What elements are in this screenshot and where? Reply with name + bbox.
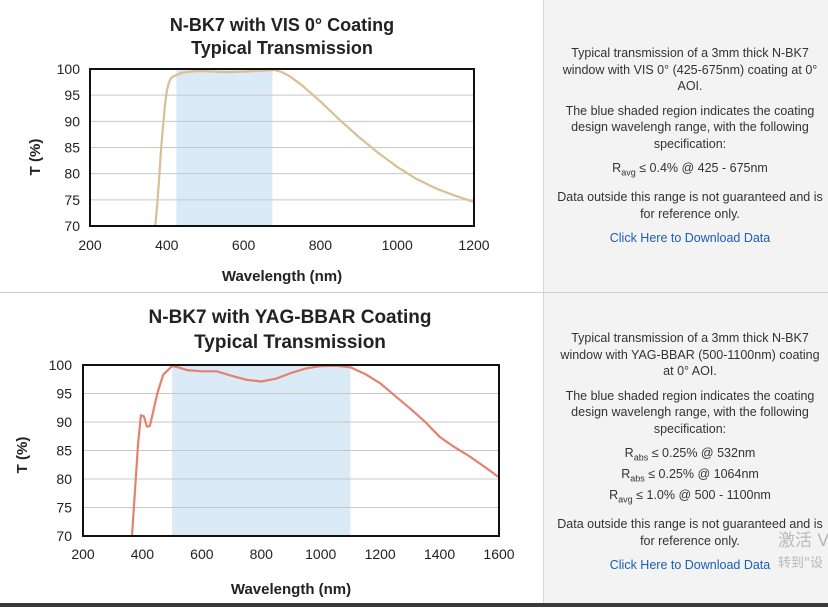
x-tick-label: 1600 (483, 546, 514, 562)
spec-value: ≤ 0.4% @ 425 - 675nm (639, 161, 768, 175)
spec-subscript: abs (633, 452, 649, 463)
chart-subtitle: Typical Transmission (191, 38, 373, 58)
y-tick-label: 100 (57, 61, 81, 77)
chart-title: N-BK7 with YAG-BBAR Coating (149, 307, 432, 328)
y-tick-label: 75 (64, 192, 80, 208)
spec-line: Ravg ≤ 0.4% @ 425 - 675nm (612, 161, 768, 178)
transmission-curve (154, 68, 475, 227)
os-activation-watermark: 转到"设 (778, 556, 823, 571)
spec-symbol: R (612, 161, 622, 175)
x-tick-label: 400 (155, 237, 179, 253)
description-paragraph: Typical transmission of a 3mm thick N-BK… (562, 46, 818, 93)
os-activation-watermark: 激活 V (778, 531, 828, 551)
transmission-curve (130, 364, 500, 537)
transmission-chart-vis0: N-BK7 with VIS 0° Coating Typical Transmi… (27, 15, 490, 285)
spec-subscript: abs (630, 473, 645, 484)
chart-cell: N-BK7 with YAG-BBAR Coating Typical Trans… (0, 293, 543, 605)
plot-frame (82, 364, 500, 537)
spec-subscript: avg (621, 167, 636, 178)
product-row-vis0: N-BK7 with VIS 0° Coating Typical Transmi… (0, 0, 828, 293)
x-tick-label: 800 (250, 546, 274, 562)
x-tick-label: 1200 (365, 546, 396, 562)
disclaimer-text: Data outside this range is not guarantee… (557, 517, 823, 548)
description-paragraph: The blue shaded region indicates the coa… (565, 388, 815, 436)
product-row-yag-bbar: N-BK7 with YAG-BBAR Coating Typical Trans… (0, 293, 828, 606)
x-tick-label: 600 (190, 546, 214, 562)
y-tick-label: 70 (64, 218, 80, 234)
x-tick-label: 1000 (305, 546, 336, 562)
spec-line: Rabs ≤ 0.25% @ 1064nm (621, 467, 759, 484)
chart-cell: N-BK7 with VIS 0° Coating Typical Transmi… (0, 0, 543, 292)
x-tick-label: 1000 (382, 237, 413, 253)
x-tick-label: 800 (309, 237, 333, 253)
spec-symbol: R (609, 488, 619, 502)
x-tick-label: 200 (78, 237, 102, 253)
chart-title: N-BK7 with VIS 0° Coating (170, 15, 394, 35)
x-tick-label: 200 (71, 546, 95, 562)
spec-symbol: R (621, 467, 631, 481)
description-cell: Typical transmission of a 3mm thick N-BK… (543, 293, 828, 605)
chart-group: N-BK7 with VIS 0° Coating Typical Transmi… (27, 15, 490, 285)
y-tick-label: 80 (64, 166, 80, 182)
disclaimer-text: Data outside this range is not guarantee… (557, 190, 823, 221)
spec-value: ≤ 1.0% @ 500 - 1100nm (636, 488, 771, 502)
y-tick-label: 70 (56, 528, 72, 544)
y-tick-label: 75 (56, 500, 72, 516)
y-tick-label: 90 (64, 113, 80, 129)
description-text: Typical transmission of a 3mm thick N-BK… (554, 330, 826, 582)
spec-line: Rabs ≤ 0.25% @ 532nm (624, 446, 756, 463)
spec-symbol: R (624, 446, 634, 460)
spec-list: Ravg ≤ 0.4% @ 425 - 675nm (554, 160, 826, 181)
y-tick-label: 85 (64, 140, 80, 156)
spec-list: Rabs ≤ 0.25% @ 532nm Rabs ≤ 0.25% @ 1064… (554, 445, 826, 508)
x-tick-label: 600 (232, 237, 256, 253)
spec-value: ≤ 0.25% @ 532nm (651, 446, 756, 460)
bottom-border (0, 603, 828, 607)
download-data-link[interactable]: Click Here to Download Data (609, 231, 771, 245)
description-paragraph: The blue shaded region indicates the coa… (565, 103, 815, 151)
description-text: Typical transmission of a 3mm thick N-BK… (554, 45, 826, 255)
x-tick-label: 1200 (458, 237, 489, 253)
spec-subscript: avg (618, 494, 633, 505)
transmission-chart-yag-bbar: N-BK7 with YAG-BBAR Coating Typical Trans… (14, 307, 515, 598)
y-tick-label: 100 (49, 357, 73, 373)
y-tick-label: 80 (56, 471, 72, 487)
plot-frame (89, 68, 475, 227)
spec-value: ≤ 0.25% @ 1064nm (648, 467, 759, 481)
y-axis-label: T (%) (14, 437, 31, 474)
description-paragraph: Typical transmission of a 3mm thick N-BK… (560, 331, 820, 378)
y-tick-label: 90 (56, 414, 72, 430)
spec-line: Ravg ≤ 1.0% @ 500 - 1100nm (609, 488, 771, 505)
y-tick-label: 85 (56, 443, 72, 459)
y-axis-label: T (%) (27, 139, 44, 176)
chart-subtitle: Typical Transmission (194, 332, 386, 353)
x-axis-label: Wavelength (nm) (231, 581, 351, 598)
y-tick-label: 95 (56, 386, 72, 402)
x-axis-label: Wavelength (nm) (222, 268, 342, 285)
download-data-link[interactable]: Click Here to Download Data (609, 558, 771, 572)
y-tick-label: 95 (64, 87, 80, 103)
x-tick-label: 1400 (424, 546, 455, 562)
chart-group: N-BK7 with YAG-BBAR Coating Typical Trans… (14, 307, 515, 598)
x-tick-label: 400 (131, 546, 155, 562)
description-cell: Typical transmission of a 3mm thick N-BK… (543, 0, 828, 292)
